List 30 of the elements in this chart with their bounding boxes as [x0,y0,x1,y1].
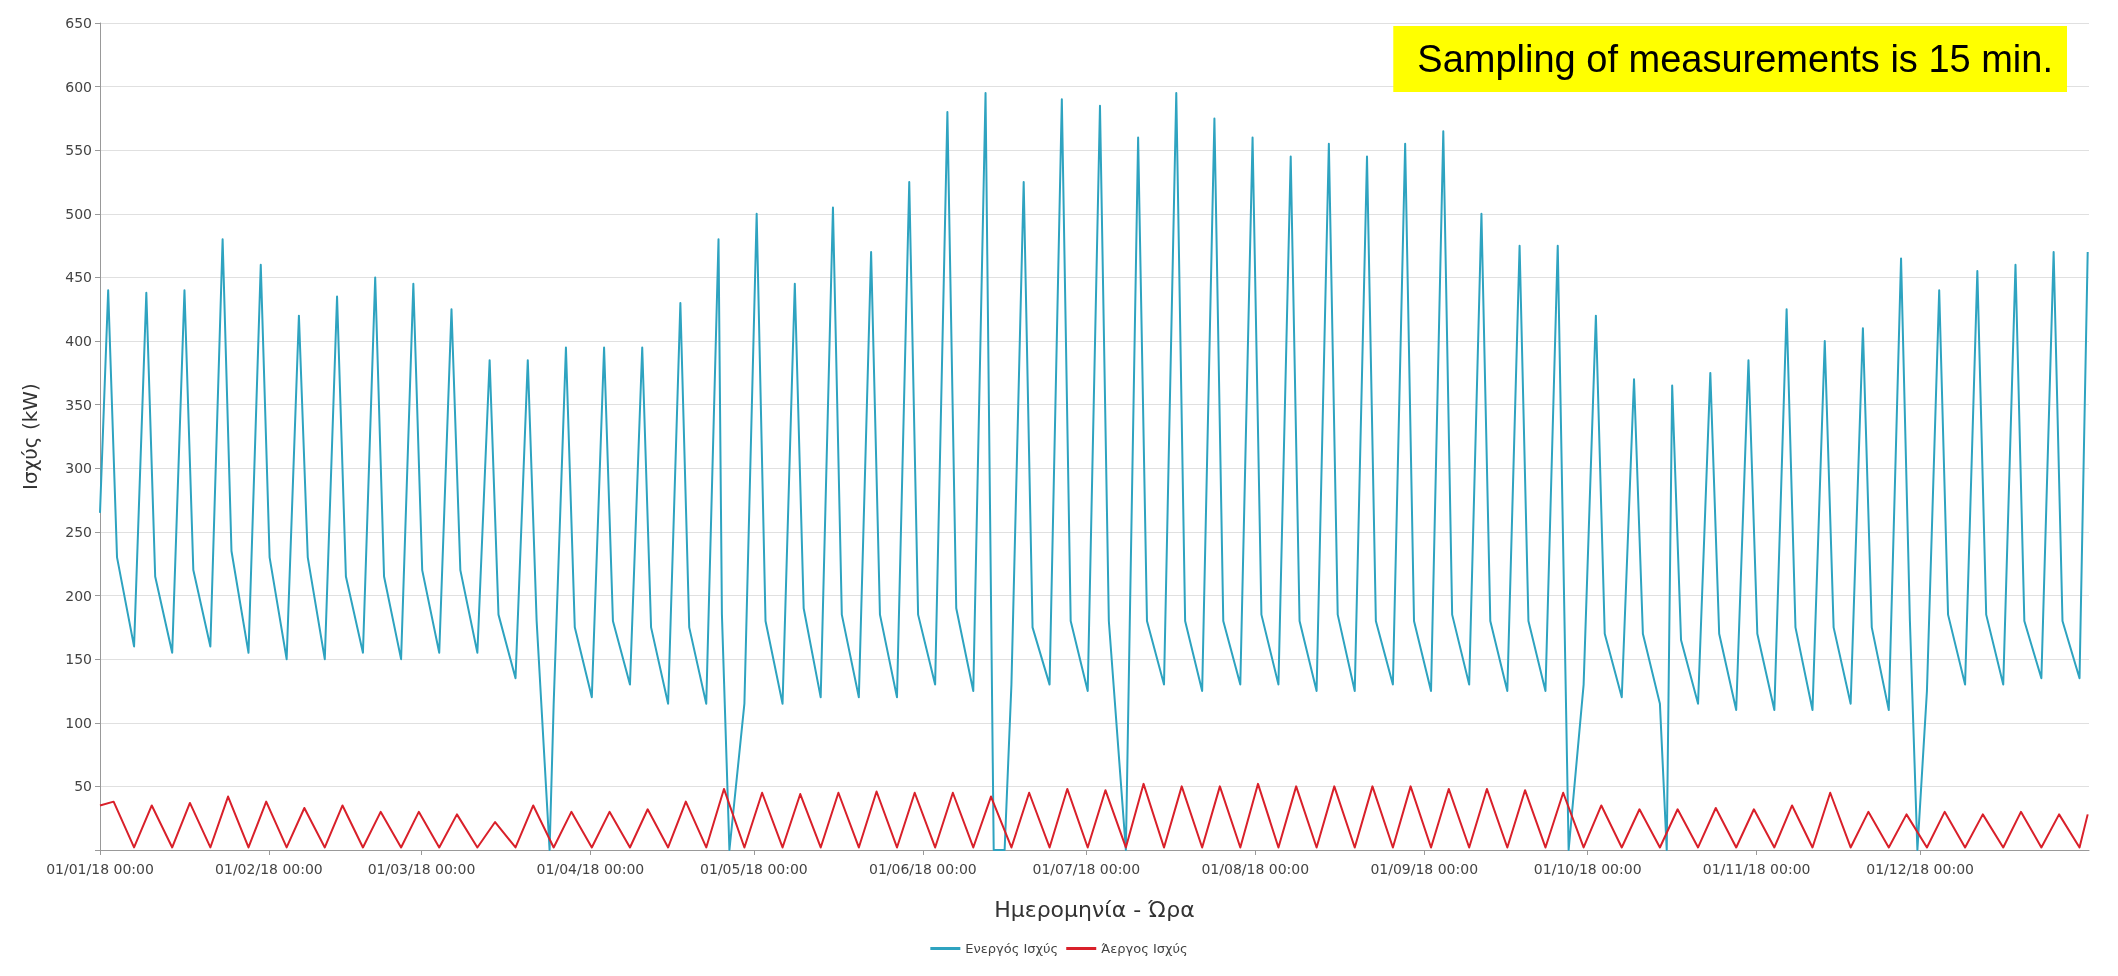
legend-label: Άεργος Ισχύς [1101,941,1188,956]
y-tick-label: 450 [65,269,92,286]
x-tick-label: 01/08/18 00:00 [1201,861,1310,877]
y-tick-label: 250 [65,523,92,540]
y-tick-label: 100 [65,714,92,731]
x-tick-label: 01/02/18 00:00 [215,861,323,877]
legend-label: Ενεργός Ισχύς [965,941,1059,956]
annotation: Sampling of measurements is 15 min. [1417,38,2054,80]
y-tick-label: 600 [65,78,92,95]
x-tick-label: 01/04/18 00:00 [536,861,645,877]
x-tick-label: 01/01/18 00:00 [46,861,154,877]
y-tick-label: 50 [74,778,92,795]
x-tick-label: 01/09/18 00:00 [1370,861,1479,877]
x-tick-label: 01/10/18 00:00 [1533,861,1642,877]
x-tick-label: 01/05/18 00:00 [700,861,808,877]
y-tick-label: 500 [65,205,92,222]
y-tick-label: 350 [65,396,92,413]
y-axis-title: Ισχύς (kW) [18,383,42,490]
y-tick-label: 300 [65,460,92,477]
y-tick-label: 650 [65,15,92,31]
y-tick-label: 150 [65,651,92,668]
x-tick-label: 01/12/18 00:00 [1866,861,1974,877]
y-tick-label: 200 [65,587,92,604]
x-tick-label: 01/07/18 00:00 [1032,861,1141,877]
y-tick-label: 400 [65,333,92,350]
x-tick-label: 01/06/18 00:00 [869,861,977,877]
x-axis-title: Ημερομηνία - Ώρα [994,896,1195,922]
y-tick-label: 550 [65,142,92,159]
x-tick-label: 01/03/18 00:00 [367,861,476,877]
x-tick-label: 01/11/18 00:00 [1702,861,1811,877]
